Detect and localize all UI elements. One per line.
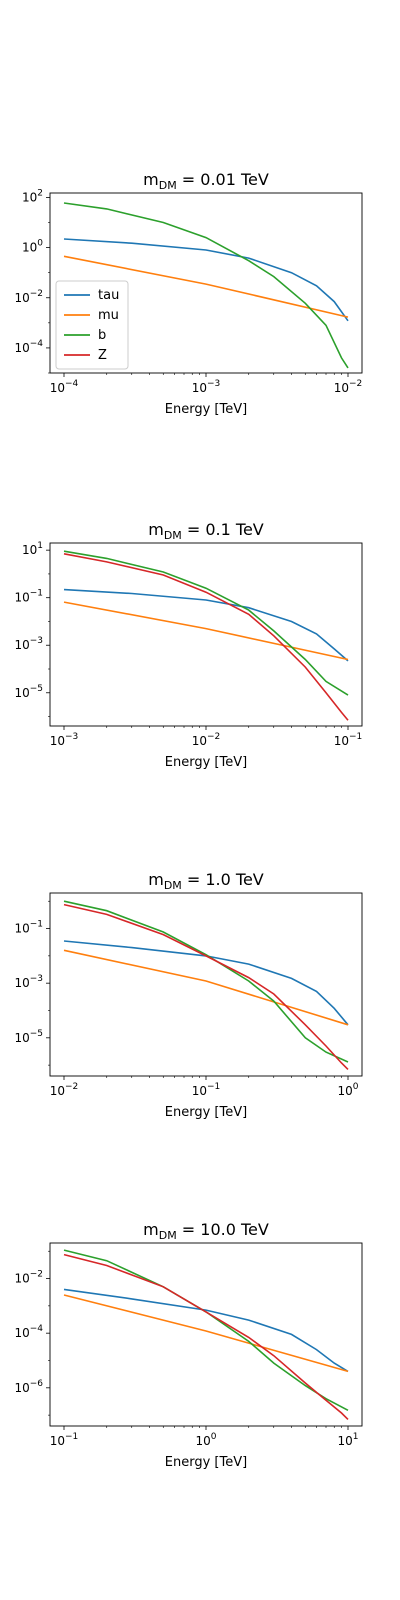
y-tick-label: 10−2 [14,1270,43,1286]
y-tick-label: 10−5 [14,1029,43,1045]
y-tick-label: 10−2 [14,289,43,305]
title-subscript: DM [164,879,182,892]
plot-frame [49,192,363,374]
legend-label-mu: mu [98,308,119,323]
chart-1: mDM = 0.01 TeV 10−4 10−3 10−2 10−4 10−2 100 102… [14,170,363,417]
y-tick-label: 10−1 [14,920,43,936]
series-line-Z [63,553,349,721]
title-prefix: m [148,520,164,539]
chart-title: mDM = 0.1 TeV [148,520,264,542]
x-tick-label: 100 [337,1082,358,1098]
x-tick-label: 10−3 [50,732,79,748]
x-tick-label: 100 [195,1432,216,1448]
series-line-mu [63,601,349,661]
title-subscript: DM [159,1229,177,1242]
y-tick-label: 10−4 [14,339,43,355]
legend-label-tau: tau [98,288,119,303]
chart-title: mDM = 10.0 TeV [143,1220,269,1242]
series-line-b [63,550,349,696]
series-line-tau [63,238,349,322]
title-suffix: = 1.0 TeV [182,870,264,889]
y-tick-label: 10−3 [14,974,43,990]
series-line-b [63,900,349,1063]
x-tick-label: 10−1 [50,1432,79,1448]
series-line-Z [63,1253,349,1420]
legend-label-b: b [98,328,106,343]
title-suffix: = 0.1 TeV [182,520,264,539]
title-prefix: m [148,870,164,889]
y-tick-label: 10−1 [14,589,43,605]
x-tick-label: 10−2 [50,1082,79,1098]
title-suffix: = 10.0 TeV [177,1220,269,1239]
legend-label-Z: Z [98,348,107,363]
chart-title: mDM = 0.01 TeV [143,170,269,192]
y-tick-label: 10−6 [14,1379,43,1395]
chart-title: mDM = 1.0 TeV [148,870,264,892]
x-tick-label: 101 [337,1432,358,1448]
y-tick-label: 101 [22,541,43,557]
x-tick-label: 10−4 [50,379,79,395]
x-axis-label: Energy [TeV] [165,1105,247,1120]
plot-frame [49,1242,363,1427]
chart-3: mDM = 1.0 TeV 10−2 10−1 100 10−5 10−3 10−1 Ener… [14,870,363,1120]
x-axis-label: Energy [TeV] [165,755,247,770]
chart-4: mDM = 10.0 TeV 10−1 100 101 10−6 10−4 10−2 Ener… [14,1220,363,1470]
y-tick-label: 100 [22,239,43,255]
series-line-tau [63,588,349,662]
series-line-mu [63,1294,349,1373]
y-tick-label: 10−4 [14,1324,43,1340]
x-tick-label: 10−1 [334,732,363,748]
legend: tau mu bZ [55,280,129,370]
x-axis-label: Energy [TeV] [165,1455,247,1470]
plot-frame [49,542,363,727]
series-line-mu [63,949,349,1026]
chart-2: mDM = 0.1 TeV 10−3 10−2 10−1 10−5 10−3 10−1 101… [14,520,363,770]
y-tick-label: 10−5 [14,684,43,700]
x-tick-label: 10−3 [192,379,221,395]
legend-box [55,280,129,370]
series-line-tau [63,1288,349,1373]
x-tick-label: 10−2 [192,732,221,748]
x-axis-label: Energy [TeV] [165,402,247,417]
title-suffix: = 0.01 TeV [177,170,269,189]
series-line-mu [63,255,349,318]
title-subscript: DM [159,179,177,192]
series-line-Z [63,903,349,1070]
title-prefix: m [143,1220,159,1239]
series-line-tau [63,940,349,1026]
y-tick-label: 10−3 [14,636,43,652]
title-prefix: m [143,170,159,189]
x-tick-label: 10−1 [192,1082,221,1098]
plot-frame [49,892,363,1077]
title-subscript: DM [164,529,182,542]
series-line-b [63,202,349,369]
y-tick-label: 102 [22,188,43,204]
x-tick-label: 10−2 [334,379,363,395]
